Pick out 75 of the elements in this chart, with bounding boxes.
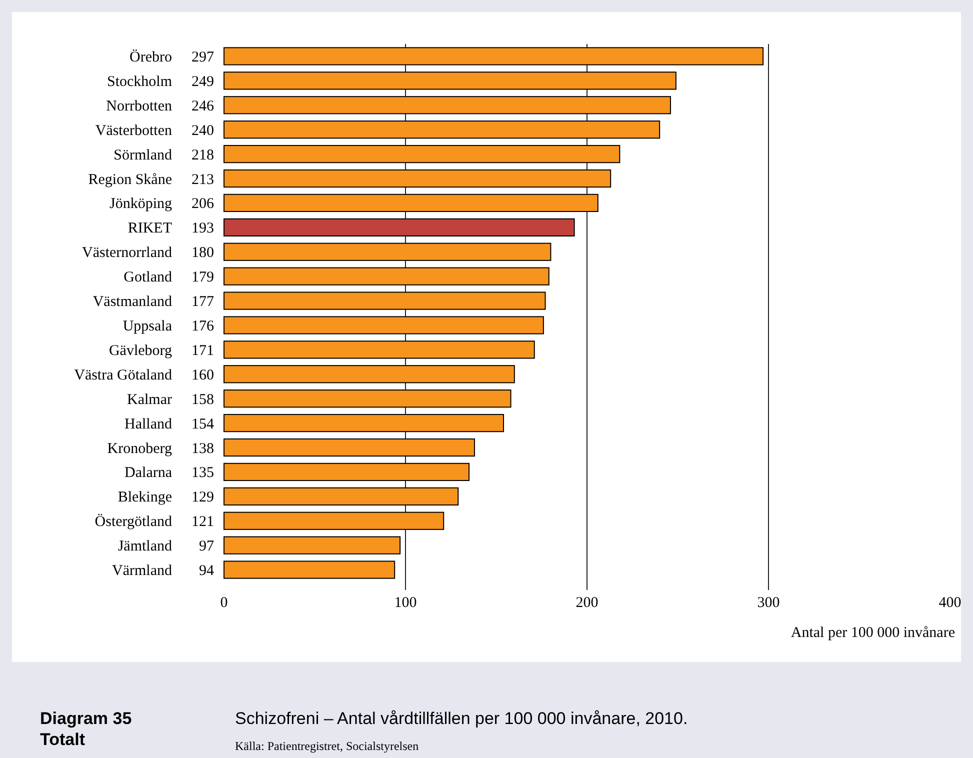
data-label: 218 [192,147,214,164]
y-tick-label: Halland [124,416,172,432]
y-tick-label: Sörmland [114,147,172,164]
bar [224,462,470,482]
y-tick-label: Stockholm [106,74,172,90]
y-tick-label: RIKET [128,220,172,237]
y-tick-label: Kronoberg [107,440,172,457]
y-tick-label: Blekinge [118,490,172,506]
y-tick-label: Region Skåne [88,172,172,188]
bar [224,96,671,114]
data-label: 129 [192,490,214,506]
data-label: 213 [192,172,214,188]
bar [224,438,475,457]
y-tick-label: Kalmar [127,392,172,408]
bar [224,169,612,188]
bar [224,218,575,236]
data-label: 97 [199,538,214,555]
y-tick-label: Västra Götaland [74,367,172,384]
y-tick-label: Uppsala [122,318,172,334]
bar [224,120,660,139]
data-label: 193 [192,220,214,237]
y-tick-label: Örebro [130,48,172,66]
data-label: 171 [192,342,214,359]
data-label: 297 [192,49,214,66]
data-label: 206 [192,196,214,212]
y-tick-label: Östergötland [94,513,172,530]
x-tick-label: 300 [757,595,780,611]
bar [224,267,550,286]
bar [224,194,598,212]
data-label: 94 [199,563,214,580]
bar [224,316,544,334]
x-tick-label: 100 [394,595,417,611]
bar [224,47,764,66]
data-label: 246 [192,98,214,114]
data-label: 240 [192,122,214,139]
bar [224,560,396,579]
bar [224,414,504,432]
y-tick-label: Jämtland [118,538,172,555]
y-tick-label: Västmanland [92,294,172,310]
bar [224,292,546,310]
bar [224,340,535,359]
data-label: 177 [192,294,214,310]
data-label: 154 [192,416,214,432]
bar [224,512,444,530]
x-tick-label: 200 [576,595,598,611]
text: Diagram 35 Totalt [40,709,132,749]
data-label: 176 [192,318,214,334]
bar [224,536,401,554]
x-tick-label: 400 [938,595,962,611]
y-tick-label: Värmland [112,563,172,580]
data-label: 121 [192,514,214,530]
bar [224,390,512,408]
y-tick-label: Norrbotten [106,98,172,114]
bar [224,144,620,164]
y-tick-label: Gotland [124,270,172,286]
text: Schizofreni – Antal vårdtillfällen per 100 000 invånare, 2010. [235,709,688,728]
data-label: 135 [192,465,214,482]
x-tick-label: 0 [220,595,228,611]
data-label: 158 [192,392,214,408]
y-tick-label: Jönköping [109,196,172,212]
data-label: 160 [192,367,214,384]
y-tick-label: Västernorrland [82,245,172,262]
bar [224,487,459,506]
x-axis-title: Antal per 100 000 invånare [790,625,956,641]
bar [224,365,515,384]
data-label: 249 [192,74,214,90]
y-tick-label: Gävleborg [108,342,172,359]
y-tick-label: Dalarna [124,465,172,482]
bar [224,242,552,261]
text: Källa: Patientregistret, Socialstyrelsen [235,739,419,753]
data-label: 138 [192,440,214,457]
data-label: 180 [192,245,214,262]
data-label: 179 [192,270,214,286]
y-tick-label: Västerbotten [95,122,172,139]
bar [224,72,676,90]
